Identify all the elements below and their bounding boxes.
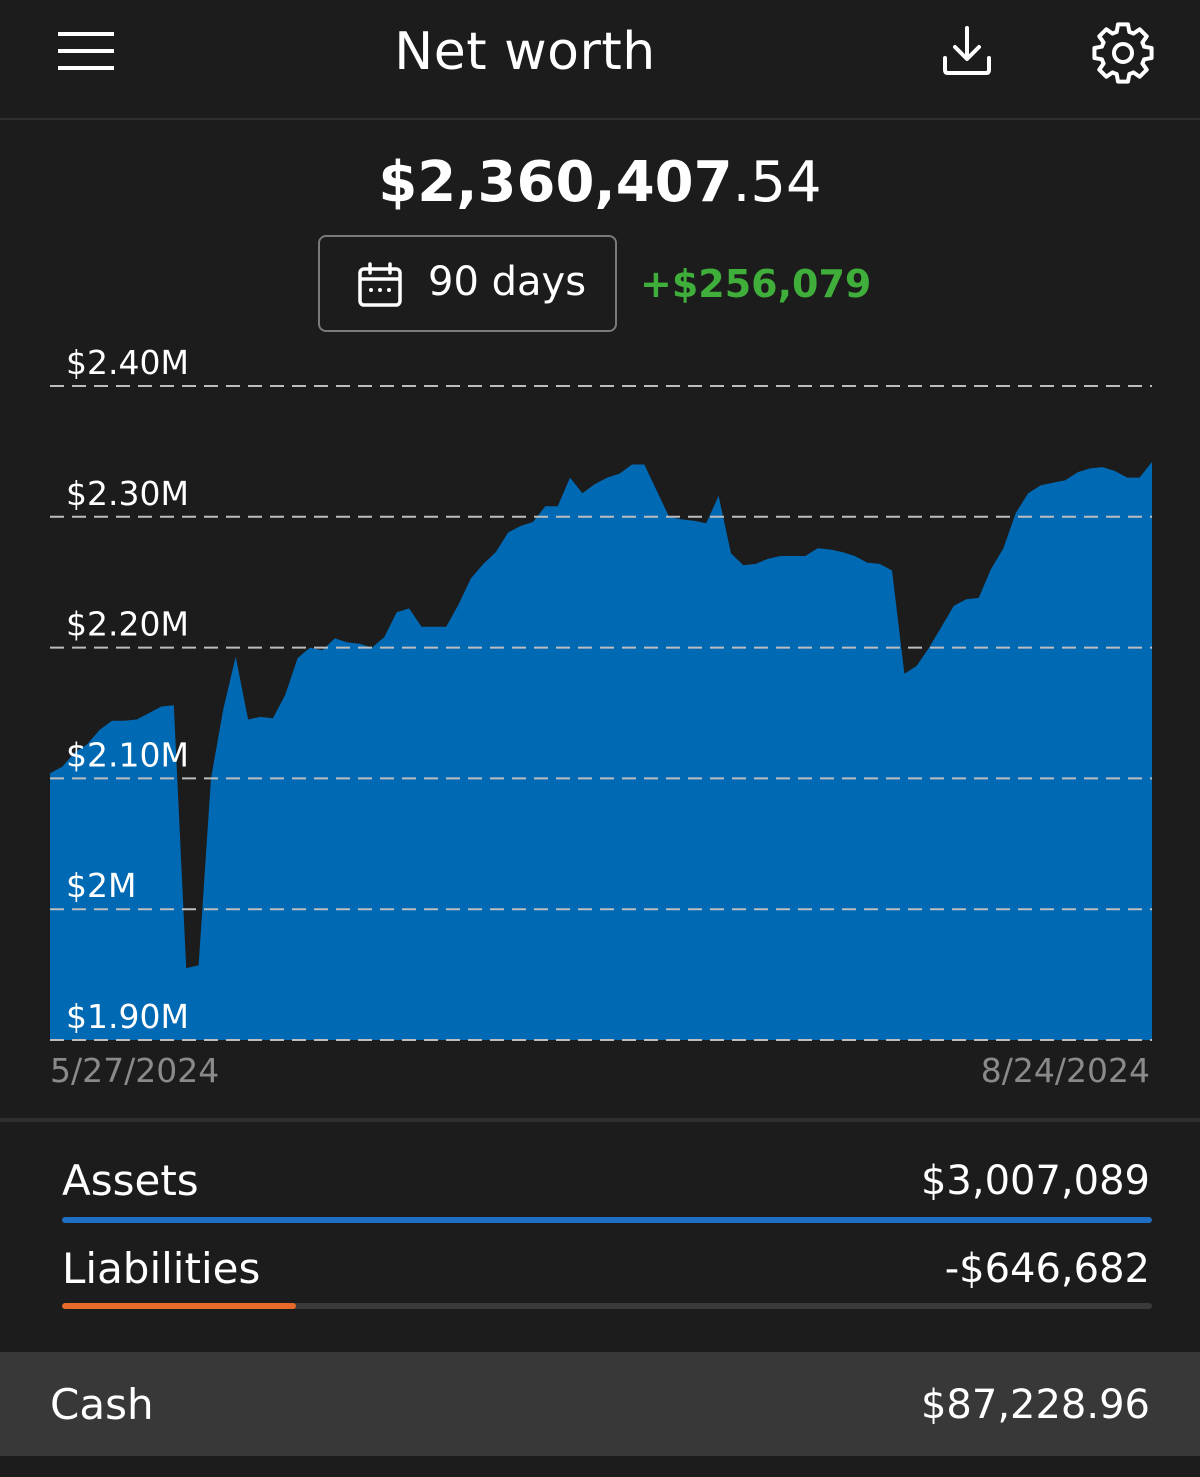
y-tick-label: $2.40M — [66, 343, 189, 382]
net-worth-chart: $1.90M $2M $2.10M $2.20M $2.30M $2.40M 5/27/2… — [0, 340, 1200, 1110]
y-tick-label: $2.20M — [66, 605, 189, 644]
hamburger-menu-icon — [58, 32, 114, 70]
liabilities-bar — [62, 1303, 1152, 1309]
net-worth-change: +$256,079 — [640, 262, 872, 306]
assets-label: Assets — [62, 1156, 199, 1205]
y-tick-label: $2.30M — [66, 474, 189, 513]
y-tick-label: $2.10M — [66, 735, 189, 774]
y-tick-label: $2M — [66, 866, 136, 905]
calendar-icon — [356, 261, 404, 309]
net-worth-cents: .54 — [732, 150, 822, 215]
x-tick-label-start: 5/27/2024 — [50, 1051, 219, 1090]
net-worth-area-chart: $1.90M $2M $2.10M $2.20M $2.30M $2.40M 5/27/2… — [50, 343, 1152, 1090]
net-worth-dollars: $2,360,407 — [378, 150, 733, 215]
date-range-label: 90 days — [428, 259, 587, 305]
x-tick-label-end: 8/24/2024 — [981, 1051, 1150, 1090]
liabilities-label: Liabilities — [62, 1244, 261, 1293]
assets-bar — [62, 1217, 1152, 1223]
cash-label: Cash — [50, 1380, 154, 1429]
cash-value: $87,228.96 — [920, 1382, 1150, 1428]
assets-bar-fill — [62, 1217, 1152, 1223]
liabilities-row[interactable]: Liabilities -$646,682 — [0, 1228, 1200, 1318]
menu-button[interactable] — [56, 28, 116, 74]
gear-icon — [1092, 22, 1154, 84]
settings-button[interactable] — [1090, 20, 1156, 86]
liabilities-value: -$646,682 — [944, 1246, 1150, 1292]
download-button[interactable] — [938, 22, 996, 80]
assets-row[interactable]: Assets $3,007,089 — [0, 1140, 1200, 1230]
date-range-button[interactable]: 90 days — [318, 235, 617, 332]
section-divider — [0, 1118, 1200, 1122]
cash-row[interactable]: Cash $87,228.96 — [0, 1352, 1200, 1456]
net-worth-area — [50, 461, 1152, 1040]
assets-value: $3,007,089 — [920, 1158, 1150, 1204]
download-icon — [943, 26, 991, 75]
top-app-bar: Net worth — [0, 0, 1200, 120]
page-title: Net worth — [394, 22, 656, 82]
net-worth-total: $2,360,407.54 — [0, 150, 1200, 215]
liabilities-bar-fill — [62, 1303, 297, 1309]
y-tick-label: $1.90M — [66, 997, 189, 1036]
